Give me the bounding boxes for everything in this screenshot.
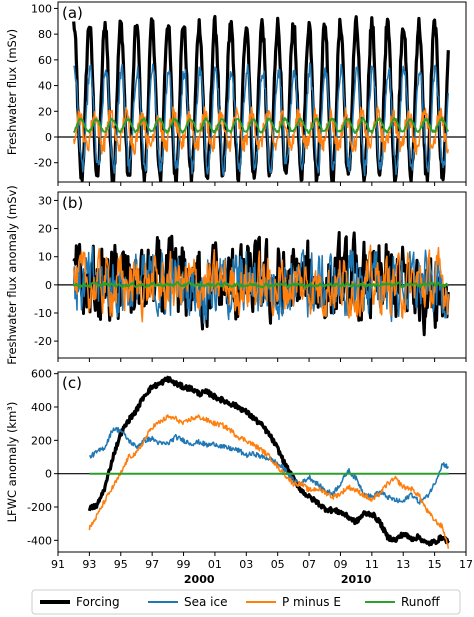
y-tick-label: -20 <box>34 157 52 170</box>
series-line-forcing <box>87 375 450 547</box>
x-tick-label: 91 <box>51 558 65 571</box>
y-tick-label: 400 <box>31 401 52 414</box>
y-tick-label: 0 <box>45 279 52 292</box>
decade-label: 2010 <box>341 573 372 586</box>
series-group <box>72 14 450 182</box>
y-tick-label: 80 <box>38 28 52 41</box>
series-line-runoff <box>72 116 450 134</box>
y-tick-label: -10 <box>34 307 52 320</box>
y-tick-label: 30 <box>38 194 52 207</box>
y-tick-label: 60 <box>38 54 52 67</box>
series-line-forcing <box>72 14 450 182</box>
legend-label: Forcing <box>76 595 120 609</box>
x-tick-label: 07 <box>302 558 316 571</box>
panel-label: (a) <box>62 4 83 22</box>
x-tick-label: 93 <box>82 558 96 571</box>
y-tick-label: 0 <box>45 131 52 144</box>
series-line-p-minus-e <box>88 414 450 549</box>
y-tick-label: 40 <box>38 80 52 93</box>
y-tick-label: 0 <box>45 468 52 481</box>
decade-label: 2000 <box>184 573 215 586</box>
panel-label: (b) <box>62 194 83 212</box>
y-tick-label: 10 <box>38 251 52 264</box>
series-line-sea-ice <box>73 62 450 177</box>
legend-label: Sea ice <box>184 595 227 609</box>
panel-label: (c) <box>62 374 82 392</box>
y-tick-label: 200 <box>31 434 52 447</box>
plot-frame <box>57 371 467 553</box>
legend: Forcing Sea ice P minus E Runoff <box>31 589 461 615</box>
x-tick-label: 01 <box>208 558 222 571</box>
y-axis-label: Freshwater flux (mSv) <box>5 29 19 155</box>
y-tick-label: -20 <box>34 335 52 348</box>
y-tick-label: -200 <box>27 501 52 514</box>
x-tick-label: 17 <box>459 558 473 571</box>
y-tick-label: -400 <box>27 534 52 547</box>
y-tick-label: 20 <box>38 105 52 118</box>
y-axis-label: LFWC anomaly (km³) <box>5 402 19 523</box>
y-tick-label: 20 <box>38 223 52 236</box>
x-tick-label: 95 <box>114 558 128 571</box>
legend-label: P minus E <box>282 595 341 609</box>
x-tick-label: 13 <box>396 558 410 571</box>
x-tick-label: 99 <box>177 558 191 571</box>
series-line-p-minus-e <box>72 106 450 156</box>
series-group <box>72 231 450 337</box>
y-axis-label: Freshwater flux anomaly (mSv) <box>5 185 19 365</box>
y-tick-label: 100 <box>31 2 52 15</box>
series-line-p-minus-e <box>72 244 450 323</box>
series-line-runoff <box>72 281 450 289</box>
x-tick-label: 11 <box>365 558 379 571</box>
panel-a: -20 0 20 40 60 80 100 (a) Freshwater flux (mSv) <box>5 1 467 186</box>
x-tick-label: 97 <box>145 558 159 571</box>
x-tick-label: 03 <box>239 558 253 571</box>
plot-frame <box>57 1 467 183</box>
series-line-sea-ice <box>89 426 449 505</box>
x-tick-label: 15 <box>428 558 442 571</box>
x-axis: 91 93 95 97 99 01 03 05 07 09 11 13 15 17 2000 2010 <box>51 558 473 586</box>
panel-b: -20 -10 0 10 20 30 (b) Freshwater flux anomaly … <box>5 185 467 365</box>
plot-frame <box>57 191 467 359</box>
panel-c: -400 -200 0 200 400 600 (c) LFWC anomaly (km³) <box>5 368 467 556</box>
y-tick-label: 600 <box>31 368 52 381</box>
series-group <box>87 375 450 549</box>
legend-label: Runoff <box>401 595 440 609</box>
x-tick-label: 09 <box>333 558 347 571</box>
x-tick-label: 05 <box>271 558 285 571</box>
